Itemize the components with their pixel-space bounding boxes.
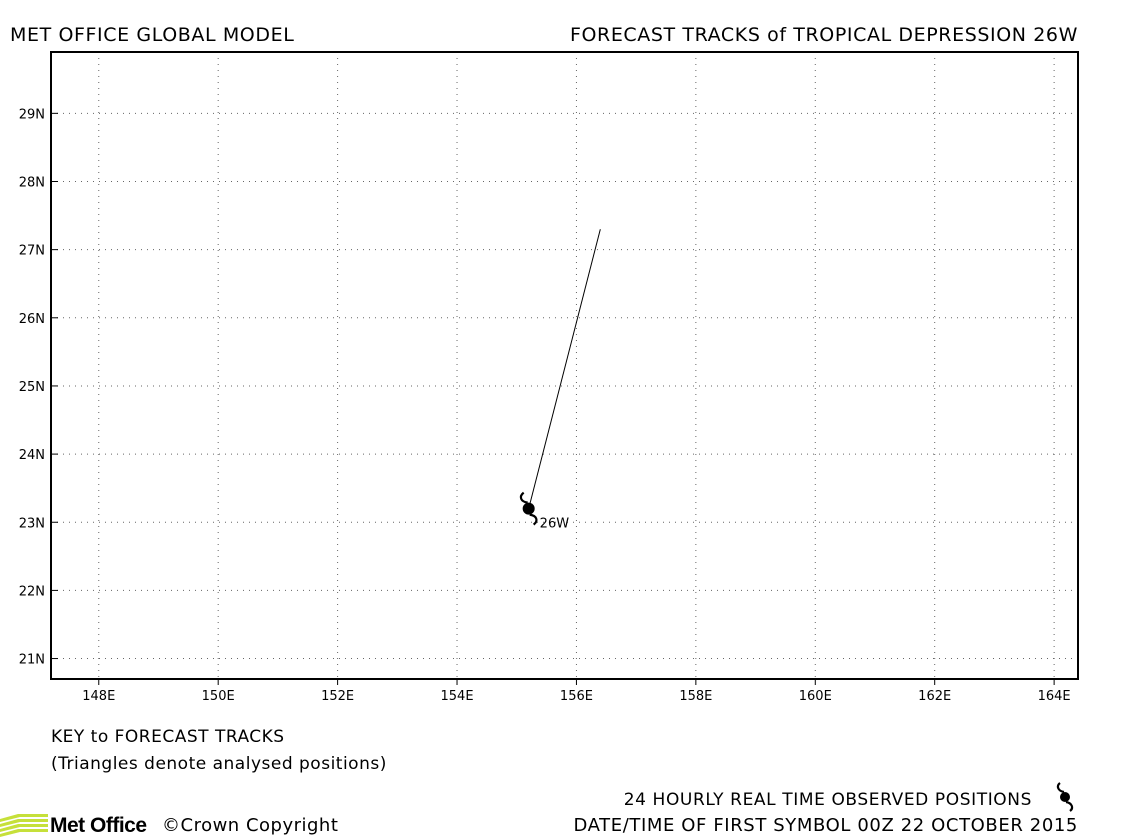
- lat-tick-label: 26N: [19, 312, 45, 327]
- observed-position-cyclone-icon: [519, 491, 538, 526]
- key-title: KEY to FORECAST TRACKS: [51, 727, 285, 747]
- logo-wordmark: Met Office: [50, 814, 147, 837]
- lon-tick-label: 150E: [202, 689, 235, 700]
- storm-label: 26W: [540, 517, 570, 532]
- model-title: MET OFFICE GLOBAL MODEL: [10, 24, 295, 46]
- axis-ticks: 148E 150E 152E 154E 156E 158E 160E 162E 164E 21N 2…: [19, 107, 1071, 700]
- grid-lines: [51, 52, 1078, 679]
- lon-tick-label: 158E: [679, 689, 712, 700]
- lon-tick-label: 160E: [799, 689, 832, 700]
- copyright-notice: ©Crown Copyright: [162, 815, 339, 836]
- lat-tick-label: 27N: [19, 244, 45, 259]
- lon-tick-label: 148E: [82, 689, 115, 700]
- lat-tick-label: 24N: [19, 448, 45, 463]
- lat-tick-label: 21N: [19, 653, 45, 668]
- lat-tick-label: 25N: [19, 380, 45, 395]
- lat-tick-label: 28N: [19, 175, 45, 190]
- track-map: 148E 150E 152E 154E 156E 158E 160E 162E 164E 21N 2…: [19, 51, 1079, 700]
- logo-mark-icon: [0, 814, 48, 837]
- observed-positions-label: 24 HOURLY REAL TIME OBSERVED POSITIONS: [623, 790, 1032, 810]
- lat-tick-label: 29N: [19, 107, 45, 122]
- lat-tick-label: 23N: [19, 516, 45, 531]
- lon-tick-label: 162E: [918, 689, 951, 700]
- forecast-track-segment: [528, 229, 601, 509]
- first-symbol-datetime: DATE/TIME OF FIRST SYMBOL 00Z 22 OCTOBER…: [573, 815, 1078, 836]
- met-office-logo: Met Office: [0, 812, 147, 840]
- lon-tick-label: 152E: [321, 689, 354, 700]
- forecast-tracks: 26W: [519, 229, 601, 532]
- lon-tick-label: 154E: [441, 689, 474, 700]
- key-subtitle: (Triangles denote analysed positions): [51, 754, 387, 774]
- tropical-cyclone-icon: [1056, 782, 1074, 812]
- map-frame: [50, 51, 1079, 680]
- lat-tick-label: 22N: [19, 584, 45, 599]
- lon-tick-label: 164E: [1038, 689, 1071, 700]
- lon-tick-label: 156E: [560, 689, 593, 700]
- chart-title: FORECAST TRACKS of TROPICAL DEPRESSION 2…: [569, 24, 1078, 46]
